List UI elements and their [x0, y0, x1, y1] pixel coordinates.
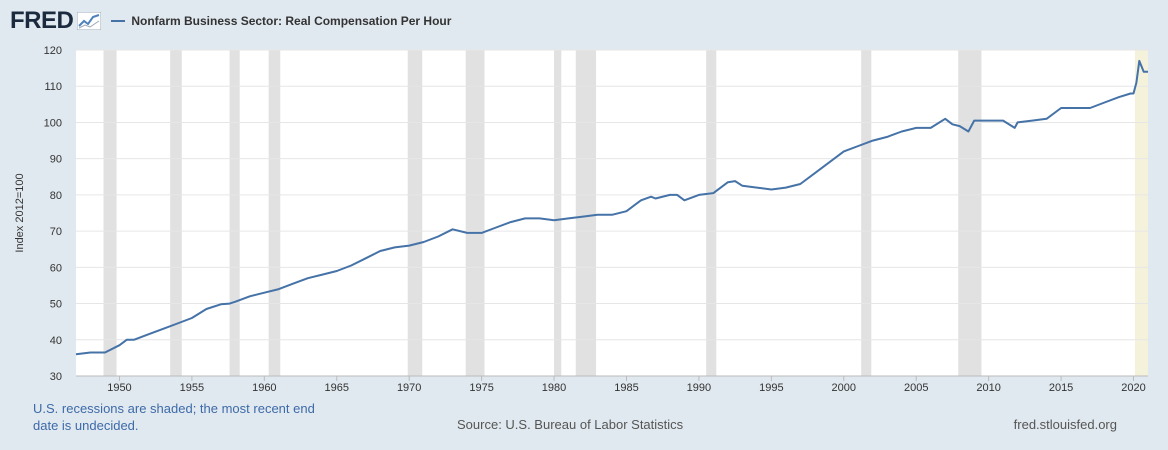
recession-band: [958, 50, 982, 376]
x-tick-label: 1960: [252, 382, 276, 394]
recession-band: [575, 50, 597, 376]
x-tick-label: 1995: [759, 382, 783, 394]
x-tick-label: 1975: [469, 382, 493, 394]
recession-band: [554, 50, 562, 376]
chart-header: FRED Nonfarm Business Sector: Real Compe…: [10, 6, 451, 36]
x-tick-label: 1950: [107, 382, 131, 394]
recession-band: [103, 50, 117, 376]
x-tick-label: 1955: [180, 382, 204, 394]
source-note: Source: U.S. Bureau of Labor Statistics: [457, 417, 684, 432]
recession-band: [170, 50, 182, 376]
chart-trend-icon: [77, 12, 102, 30]
y-tick-label: 40: [50, 335, 62, 347]
x-tick-label: 1985: [614, 382, 638, 394]
y-tick-label: 30: [50, 371, 62, 383]
recession-band: [706, 50, 717, 376]
recent-recession-band: [1134, 50, 1148, 376]
x-tick-label: 2010: [976, 382, 1000, 394]
x-tick-label: 2020: [1121, 382, 1145, 394]
y-tick-label: 50: [50, 299, 62, 311]
series-line: [75, 59, 1148, 356]
x-tick-label: 1965: [325, 382, 349, 394]
legend-label: Nonfarm Business Sector: Real Compensati…: [131, 14, 452, 28]
y-tick-label: 100: [44, 117, 62, 129]
x-tick-label: 1990: [687, 382, 711, 394]
fred-logo[interactable]: FRED: [10, 7, 102, 35]
y-tick-label: 110: [44, 81, 62, 93]
x-tick-label: 1970: [397, 382, 421, 394]
recession-band: [229, 50, 240, 376]
recession-band: [407, 50, 423, 376]
recession-band: [268, 50, 281, 376]
site-link[interactable]: fred.stlouisfed.org: [1013, 417, 1117, 432]
recession-band: [861, 50, 872, 376]
recession-note: U.S. recessions are shaded; the most rec…: [33, 401, 315, 433]
y-tick-label: 90: [50, 154, 62, 166]
y-tick-label: 60: [50, 262, 62, 274]
y-tick-label: 70: [50, 226, 62, 238]
chart-legend[interactable]: Nonfarm Business Sector: Real Compensati…: [111, 14, 451, 28]
y-tick-label: 80: [50, 190, 62, 202]
legend-swatch: [111, 20, 126, 22]
x-tick-label: 2005: [904, 382, 928, 394]
fred-logo-text: FRED: [10, 7, 74, 34]
recession-band: [465, 50, 485, 376]
y-tick-label: 120: [44, 45, 62, 57]
x-tick-label: 2015: [1049, 382, 1073, 394]
x-tick-label: 2000: [832, 382, 856, 394]
x-tick-label: 1980: [542, 382, 566, 394]
